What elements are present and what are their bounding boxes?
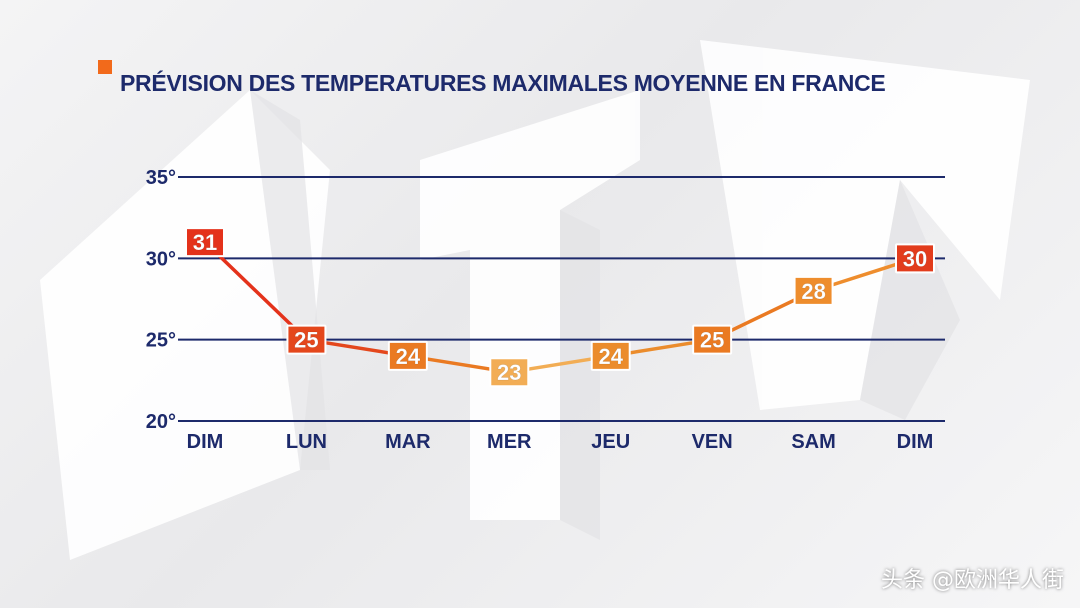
y-tick-label: 30° — [146, 248, 176, 270]
data-point-marker — [895, 243, 935, 274]
chart-title: PRÉVISION DES TEMPERATURES MAXIMALES MOY… — [120, 70, 886, 96]
data-label: 25 — [700, 328, 724, 353]
x-tick-label: MER — [487, 431, 532, 453]
x-tick-label: SAM — [791, 431, 835, 453]
y-tick-label: 35° — [146, 167, 176, 189]
data-point: 30 — [895, 243, 935, 274]
data-label: 30 — [903, 246, 927, 271]
series-segment — [203, 240, 309, 342]
data-label: 24 — [396, 344, 421, 369]
x-tick-label: LUN — [286, 431, 327, 453]
watermark-text: 头条 @欧洲华人街 — [881, 568, 1064, 593]
y-tick-label: 25° — [146, 330, 176, 352]
data-point: 31 — [185, 227, 225, 258]
data-point: 24 — [590, 340, 631, 371]
data-point: 28 — [793, 275, 834, 306]
data-label: 23 — [497, 360, 521, 385]
y-tick-label: 20° — [146, 411, 176, 433]
data-point-marker — [590, 340, 631, 371]
x-tick-label: DIM — [187, 431, 224, 453]
title-marker — [98, 60, 112, 74]
data-label: 28 — [801, 279, 825, 304]
data-point: 25 — [692, 324, 733, 355]
data-label: 25 — [294, 328, 318, 353]
x-tick-label: VEN — [692, 431, 733, 453]
data-label: 24 — [598, 344, 623, 369]
data-point-marker — [692, 324, 733, 355]
data-point-marker — [387, 340, 428, 371]
data-point-marker — [185, 227, 225, 258]
data-point-marker — [286, 324, 327, 355]
x-tick-label: DIM — [897, 431, 934, 453]
data-point: 23 — [489, 357, 530, 388]
data-point: 24 — [387, 340, 428, 371]
data-point-marker — [793, 275, 834, 306]
x-tick-label: JEU — [591, 431, 630, 453]
x-tick-label: MAR — [385, 431, 431, 453]
data-label: 31 — [193, 230, 217, 255]
data-point: 25 — [286, 324, 327, 355]
data-point-marker — [489, 357, 530, 388]
